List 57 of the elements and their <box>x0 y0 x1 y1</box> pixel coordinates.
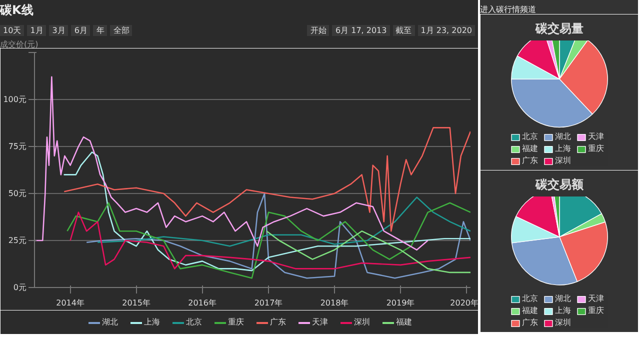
x-tick-label: 2014年 <box>56 298 84 308</box>
legend-label: 北京 <box>522 293 539 304</box>
y-axis-title: 成交价(元) <box>0 40 38 49</box>
text: 1月 <box>27 25 46 36</box>
text: 10天 <box>0 25 24 36</box>
text: 进入碳行情频道 <box>480 4 536 16</box>
legend-label: 湖北 <box>102 316 119 328</box>
y-tick-label: 50元 <box>8 189 27 198</box>
text: 开始 <box>307 25 330 36</box>
legend-label: 福建 <box>522 305 539 316</box>
legend-label: 天津 <box>588 131 605 142</box>
legend-label: 广东 <box>522 317 539 328</box>
legend-label: 上海 <box>555 143 572 154</box>
legend-label: 上海 <box>555 305 572 316</box>
chart-title: 碳交易量 <box>534 22 584 36</box>
text: 年 <box>93 25 108 36</box>
legend-label: 北京 <box>186 316 203 328</box>
legend-label: 天津 <box>588 293 605 304</box>
line-series <box>96 196 470 247</box>
text: 截至 <box>392 25 415 36</box>
x-tick-label: 2020年 <box>450 298 478 308</box>
legend-label: 深圳 <box>555 155 572 166</box>
legend-label: 上海 <box>144 316 161 328</box>
legend-label: 湖北 <box>555 293 572 304</box>
legend-label: 广东 <box>270 316 287 328</box>
legend-label: 湖北 <box>555 131 572 142</box>
legend-label: 重庆 <box>588 305 605 316</box>
text: 6月 <box>71 25 90 36</box>
line-series <box>70 212 470 270</box>
legend-label: 天津 <box>312 316 329 328</box>
legend-label: 深圳 <box>354 316 371 328</box>
legend-label: 福建 <box>396 316 413 328</box>
legend-label: 深圳 <box>555 317 572 328</box>
y-tick-label: 0元 <box>13 283 27 292</box>
y-tick-label: 25元 <box>8 236 27 245</box>
y-tick-label: 100元 <box>3 95 27 104</box>
chart-title: 碳K线 <box>0 3 34 17</box>
x-tick-label: 2018年 <box>320 298 349 308</box>
line-series <box>34 76 428 251</box>
x-tick-label: 2019年 <box>386 298 415 308</box>
legend-label: 重庆 <box>588 143 605 154</box>
x-tick-label: 2017年 <box>254 298 283 308</box>
chart-title: 碳交易额 <box>534 178 584 192</box>
line-series <box>63 151 470 272</box>
text: 3月 <box>49 25 68 36</box>
text: 全部 <box>110 25 132 36</box>
line-series <box>266 230 470 274</box>
text: 6月 17, 2013 <box>332 25 390 36</box>
text: 1月 23, 2020 <box>418 25 475 36</box>
x-tick-label: 2015年 <box>122 298 150 308</box>
legend-label: 广东 <box>522 155 539 166</box>
legend-label: 福建 <box>522 143 539 154</box>
legend-label: 北京 <box>522 131 539 142</box>
x-tick-label: 2016年 <box>188 298 216 308</box>
legend-label: 重庆 <box>228 316 245 328</box>
line-series <box>64 127 470 232</box>
y-tick-label: 75元 <box>8 142 27 151</box>
